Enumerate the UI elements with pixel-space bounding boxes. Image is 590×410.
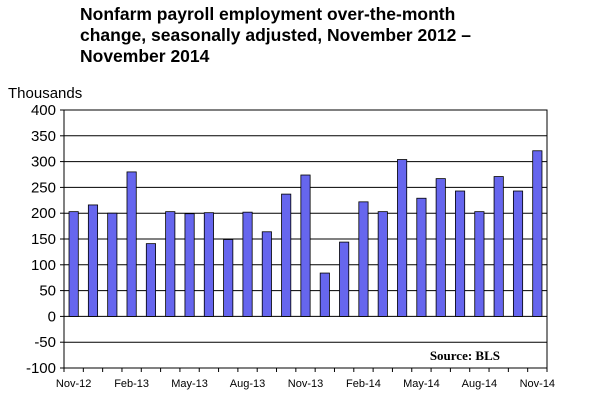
y-axis-ticks: -100 -50 0 50 100 150 200 250 300 350 400 xyxy=(26,102,64,377)
bar-Oct-14 xyxy=(512,190,524,317)
bar-Aug-14 xyxy=(474,211,485,317)
bar-Sep-13 xyxy=(261,231,272,317)
bar-May-14 xyxy=(416,197,427,317)
y-tick-label: 250 xyxy=(31,179,56,196)
y-tick-label: 0 xyxy=(48,308,56,325)
bar-Mar-13 xyxy=(145,243,156,317)
bar-Sep-14 xyxy=(493,176,504,317)
x-tick-label: Feb-13 xyxy=(114,378,149,390)
bar-Dec-12 xyxy=(87,204,99,317)
bar-Jan-14 xyxy=(339,241,350,317)
bar-Jul-13 xyxy=(223,239,234,317)
x-axis-ticks: Nov-12 Feb-13 May-13 Aug-13 Nov-13 Feb-14 May-… xyxy=(56,368,555,390)
bar-Feb-14 xyxy=(358,201,369,317)
x-tick-label: Aug-13 xyxy=(230,378,265,390)
x-tick-label: May-14 xyxy=(403,378,440,390)
bar-Aug-13 xyxy=(242,211,253,317)
bar-Nov-13 xyxy=(300,174,311,317)
bar-Jun-13 xyxy=(203,212,214,317)
bar-Mar-14 xyxy=(377,211,388,317)
bar-Feb-13 xyxy=(126,171,137,317)
y-tick-label: 350 xyxy=(31,128,56,145)
bar-May-13 xyxy=(184,213,195,317)
y-tick-label: 50 xyxy=(39,283,56,300)
plot-frame xyxy=(63,109,548,369)
bar-Apr-13 xyxy=(165,211,176,317)
y-tick-label: 200 xyxy=(31,205,56,222)
x-tick-label: May-13 xyxy=(171,378,208,390)
y-tick-label: 100 xyxy=(31,257,56,274)
source-annotation: Source: BLS xyxy=(430,348,500,363)
chart-title-line: change, seasonally adjusted, November 20… xyxy=(80,25,472,45)
bar-Oct-13 xyxy=(281,193,292,317)
y-tick-label: 400 xyxy=(31,102,56,119)
y-tick-label: 300 xyxy=(31,154,56,171)
bars xyxy=(68,150,543,317)
x-tick-label: Nov-13 xyxy=(288,378,323,390)
chart-title-line: Nonfarm payroll employment over-the-mont… xyxy=(80,4,456,24)
bar-Dec-13 xyxy=(319,272,330,317)
bar-Jul-14 xyxy=(455,190,466,317)
y-tick-label: 150 xyxy=(31,231,56,248)
x-tick-label: Nov-14 xyxy=(520,378,555,390)
bar-Jun-14 xyxy=(435,178,446,317)
x-tick-label: Aug-14 xyxy=(462,378,497,390)
x-tick-label: Nov-12 xyxy=(56,378,91,390)
chart-title-line: November 2014 xyxy=(80,46,210,66)
bar-Nov-12 xyxy=(68,211,79,317)
y-tick-label: -100 xyxy=(26,360,56,377)
y-tick-label: -50 xyxy=(34,334,56,351)
x-tick-label: Feb-14 xyxy=(346,378,381,390)
bar-Nov-14 xyxy=(532,150,543,317)
bar-Jan-13 xyxy=(107,212,118,317)
bar-Apr-14 xyxy=(397,159,408,317)
y-axis-unit-label: Thousands xyxy=(8,85,82,102)
chart-title: Nonfarm payroll employment over-the-mont… xyxy=(80,4,560,67)
